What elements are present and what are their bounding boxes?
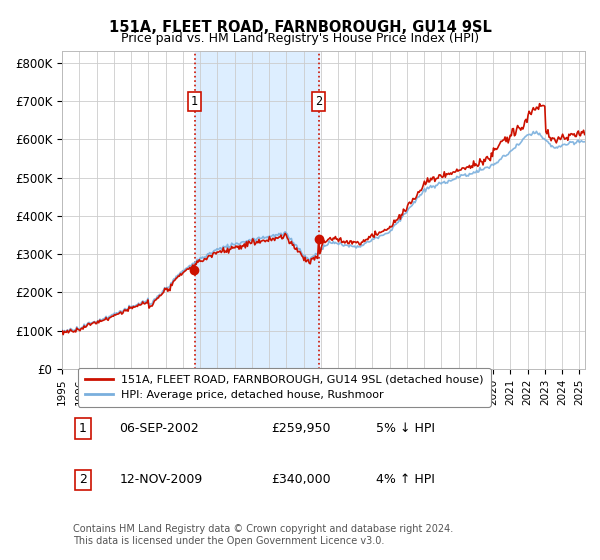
Text: 1: 1 <box>191 95 198 108</box>
Bar <box>194 52 319 369</box>
Text: Contains HM Land Registry data © Crown copyright and database right 2024.
This d: Contains HM Land Registry data © Crown c… <box>73 524 453 546</box>
Text: 1: 1 <box>79 422 87 435</box>
Text: £340,000: £340,000 <box>271 473 331 486</box>
Text: 06-SEP-2002: 06-SEP-2002 <box>119 422 199 435</box>
Text: 2: 2 <box>315 95 322 108</box>
Text: 151A, FLEET ROAD, FARNBOROUGH, GU14 9SL: 151A, FLEET ROAD, FARNBOROUGH, GU14 9SL <box>109 20 491 35</box>
Text: 4% ↑ HPI: 4% ↑ HPI <box>376 473 434 486</box>
Legend: 151A, FLEET ROAD, FARNBOROUGH, GU14 9SL (detached house), HPI: Average price, de: 151A, FLEET ROAD, FARNBOROUGH, GU14 9SL … <box>78 368 491 407</box>
Text: 12-NOV-2009: 12-NOV-2009 <box>119 473 203 486</box>
Text: £259,950: £259,950 <box>271 422 331 435</box>
Text: Price paid vs. HM Land Registry's House Price Index (HPI): Price paid vs. HM Land Registry's House … <box>121 32 479 45</box>
Text: 5% ↓ HPI: 5% ↓ HPI <box>376 422 434 435</box>
Text: 2: 2 <box>79 473 87 486</box>
